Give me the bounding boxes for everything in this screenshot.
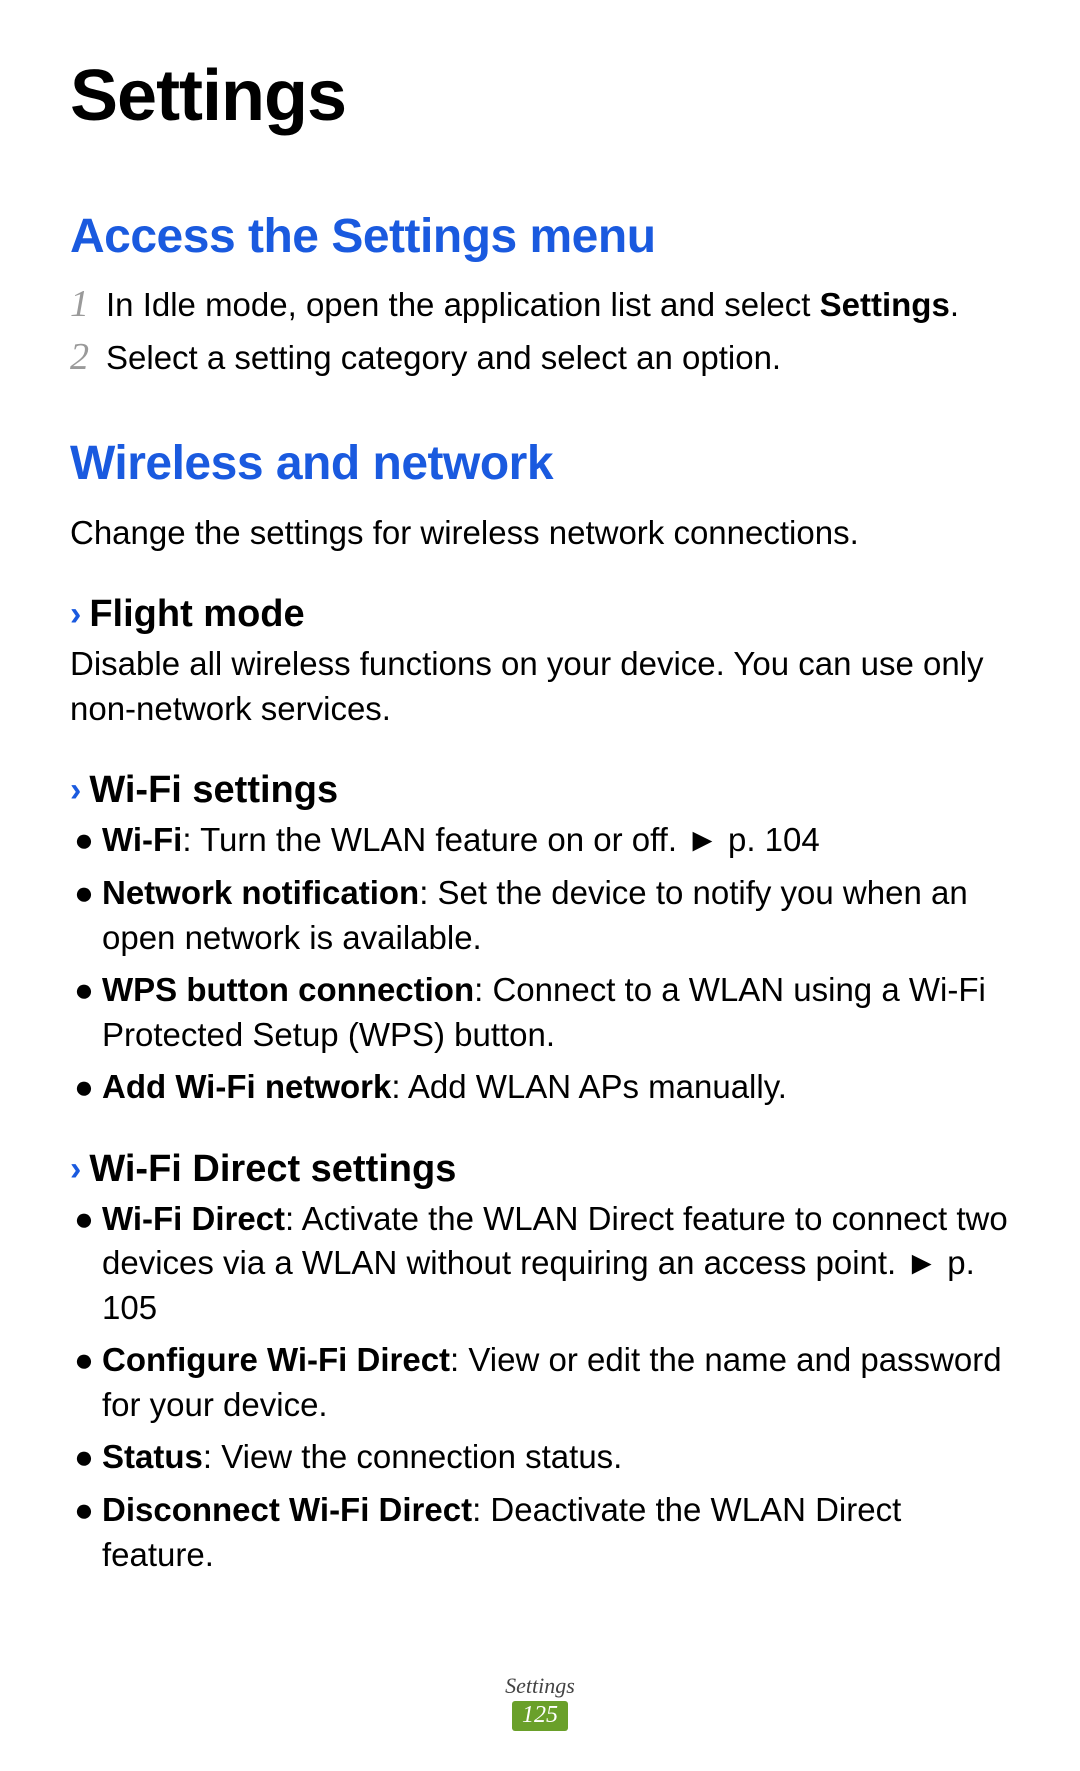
term: Disconnect Wi-Fi Direct bbox=[102, 1491, 472, 1528]
bullet-icon: ● bbox=[70, 871, 102, 916]
page-footer: Settings 125 bbox=[0, 1673, 1080, 1731]
term: Wi-Fi bbox=[102, 821, 182, 858]
step-1-text-bold: Settings bbox=[820, 286, 950, 323]
list-item: ● Wi-Fi: Turn the WLAN feature on or off… bbox=[70, 818, 1010, 863]
chevron-icon: › bbox=[70, 1150, 81, 1189]
footer-section-label: Settings bbox=[0, 1673, 1080, 1699]
bullet-icon: ● bbox=[70, 1435, 102, 1480]
desc: : Add WLAN APs manually. bbox=[391, 1068, 787, 1105]
bullet-icon: ● bbox=[70, 1197, 102, 1242]
list-item-text: Status: View the connection status. bbox=[102, 1435, 1010, 1480]
chevron-icon: › bbox=[70, 771, 81, 810]
list-item: ● Status: View the connection status. bbox=[70, 1435, 1010, 1480]
step-2-text: Select a setting category and select an … bbox=[106, 337, 781, 380]
bullet-icon: ● bbox=[70, 1338, 102, 1383]
page-number-badge: 125 bbox=[512, 1701, 568, 1731]
flight-mode-text: Disable all wireless functions on your d… bbox=[70, 642, 1010, 731]
section-wireless-heading: Wireless and network bbox=[70, 436, 1010, 491]
wifi-settings-list: ● Wi-Fi: Turn the WLAN feature on or off… bbox=[70, 818, 1010, 1109]
term: Network notification bbox=[102, 874, 419, 911]
flight-mode-title: Flight mode bbox=[89, 593, 304, 636]
desc: : Turn the WLAN feature on or off. ► p. … bbox=[182, 821, 819, 858]
term: Wi-Fi Direct bbox=[102, 1200, 285, 1237]
bullet-icon: ● bbox=[70, 1065, 102, 1110]
access-steps: 1 In Idle mode, open the application lis… bbox=[70, 284, 1010, 380]
step-2-number: 2 bbox=[70, 338, 106, 376]
term: WPS button connection bbox=[102, 971, 474, 1008]
list-item-text: WPS button connection: Connect to a WLAN… bbox=[102, 968, 1010, 1057]
list-item-text: Wi-Fi Direct: Activate the WLAN Direct f… bbox=[102, 1197, 1010, 1331]
wireless-intro: Change the settings for wireless network… bbox=[70, 511, 1010, 556]
term: Status bbox=[102, 1438, 203, 1475]
term: Configure Wi-Fi Direct bbox=[102, 1341, 450, 1378]
bullet-icon: ● bbox=[70, 818, 102, 863]
list-item-text: Disconnect Wi-Fi Direct: Deactivate the … bbox=[102, 1488, 1010, 1577]
chevron-icon: › bbox=[70, 595, 81, 634]
list-item: ● Wi-Fi Direct: Activate the WLAN Direct… bbox=[70, 1197, 1010, 1331]
list-item: ● Add Wi-Fi network: Add WLAN APs manual… bbox=[70, 1065, 1010, 1110]
desc: : View the connection status. bbox=[203, 1438, 622, 1475]
page-title: Settings bbox=[70, 55, 1010, 137]
wifi-settings-heading: › Wi-Fi settings bbox=[70, 769, 1010, 812]
wifi-direct-list: ● Wi-Fi Direct: Activate the WLAN Direct… bbox=[70, 1197, 1010, 1577]
list-item-text: Wi-Fi: Turn the WLAN feature on or off. … bbox=[102, 818, 1010, 863]
wifi-direct-heading: › Wi-Fi Direct settings bbox=[70, 1148, 1010, 1191]
section-access-heading: Access the Settings menu bbox=[70, 209, 1010, 264]
list-item-text: Configure Wi-Fi Direct: View or edit the… bbox=[102, 1338, 1010, 1427]
step-1-text-c: . bbox=[950, 286, 959, 323]
step-1-text-a: In Idle mode, open the application list … bbox=[106, 286, 820, 323]
list-item-text: Add Wi-Fi network: Add WLAN APs manually… bbox=[102, 1065, 1010, 1110]
step-1: 1 In Idle mode, open the application lis… bbox=[70, 284, 1010, 327]
list-item-text: Network notification: Set the device to … bbox=[102, 871, 1010, 960]
list-item: ● Disconnect Wi-Fi Direct: Deactivate th… bbox=[70, 1488, 1010, 1577]
list-item: ● Configure Wi-Fi Direct: View or edit t… bbox=[70, 1338, 1010, 1427]
bullet-icon: ● bbox=[70, 1488, 102, 1533]
list-item: ● WPS button connection: Connect to a WL… bbox=[70, 968, 1010, 1057]
step-2: 2 Select a setting category and select a… bbox=[70, 337, 1010, 380]
bullet-icon: ● bbox=[70, 968, 102, 1013]
flight-mode-heading: › Flight mode bbox=[70, 593, 1010, 636]
step-1-number: 1 bbox=[70, 285, 106, 323]
wifi-direct-title: Wi-Fi Direct settings bbox=[89, 1148, 456, 1191]
step-1-text: In Idle mode, open the application list … bbox=[106, 284, 959, 327]
term: Add Wi-Fi network bbox=[102, 1068, 391, 1105]
list-item: ● Network notification: Set the device t… bbox=[70, 871, 1010, 960]
wifi-settings-title: Wi-Fi settings bbox=[89, 769, 338, 812]
